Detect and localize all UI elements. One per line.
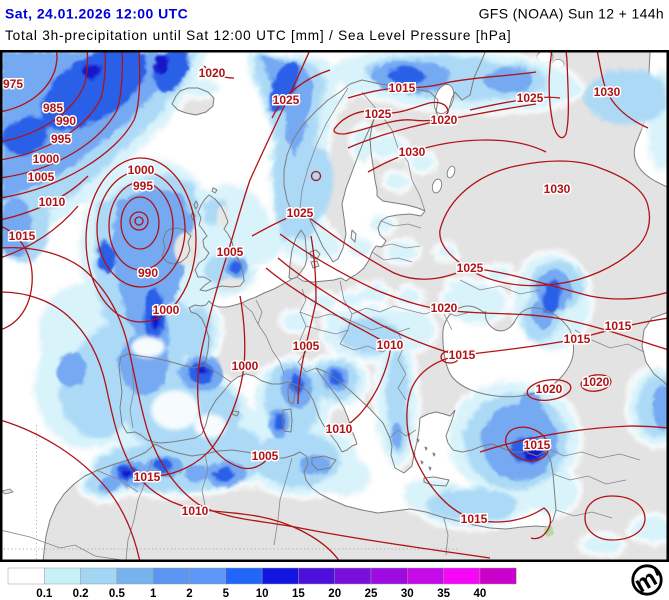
svg-text:GFS (NOAA) Sun 12 + 144h: GFS (NOAA) Sun 12 + 144h xyxy=(479,6,664,22)
svg-text:1010: 1010 xyxy=(39,195,66,209)
svg-text:0.2: 0.2 xyxy=(73,588,89,600)
svg-text:985: 985 xyxy=(43,101,63,115)
svg-text:1010: 1010 xyxy=(326,422,353,436)
svg-text:1015: 1015 xyxy=(389,81,416,95)
svg-text:25: 25 xyxy=(365,588,378,600)
svg-text:1015: 1015 xyxy=(524,438,551,452)
svg-text:1020: 1020 xyxy=(431,113,458,127)
svg-text:1010: 1010 xyxy=(182,504,209,518)
svg-text:1000: 1000 xyxy=(232,359,259,373)
svg-text:1030: 1030 xyxy=(594,85,621,99)
svg-text:1025: 1025 xyxy=(457,261,484,275)
svg-text:975: 975 xyxy=(3,77,23,91)
svg-text:1020: 1020 xyxy=(431,301,458,315)
svg-text:15: 15 xyxy=(292,588,305,600)
svg-text:1015: 1015 xyxy=(564,332,591,346)
svg-text:1030: 1030 xyxy=(544,182,571,196)
svg-text:1005: 1005 xyxy=(28,170,55,184)
svg-text:990: 990 xyxy=(56,114,76,128)
svg-text:1005: 1005 xyxy=(293,339,320,353)
svg-text:1015: 1015 xyxy=(461,512,488,526)
svg-text:1000: 1000 xyxy=(153,303,180,317)
svg-text:995: 995 xyxy=(51,132,71,146)
svg-text:Total 3h-precipitation until S: Total 3h-precipitation until Sat 12:00 U… xyxy=(5,28,512,43)
svg-text:1025: 1025 xyxy=(365,107,392,121)
svg-text:1030: 1030 xyxy=(399,145,426,159)
svg-text:1005: 1005 xyxy=(252,449,279,463)
svg-text:0.1: 0.1 xyxy=(36,588,53,600)
svg-text:40: 40 xyxy=(474,588,487,600)
svg-text:1015: 1015 xyxy=(449,348,476,362)
svg-text:1015: 1015 xyxy=(605,319,632,333)
svg-text:5: 5 xyxy=(223,588,230,600)
svg-text:2: 2 xyxy=(186,588,192,600)
svg-text:1000: 1000 xyxy=(128,163,155,177)
svg-text:10: 10 xyxy=(256,588,269,600)
svg-text:1015: 1015 xyxy=(134,470,161,484)
svg-text:1020: 1020 xyxy=(583,375,610,389)
svg-text:1025: 1025 xyxy=(273,93,300,107)
svg-text:1000: 1000 xyxy=(33,152,60,166)
svg-text:990: 990 xyxy=(138,266,158,280)
svg-text:1025: 1025 xyxy=(287,206,314,220)
svg-text:1010: 1010 xyxy=(377,338,404,352)
svg-text:1025: 1025 xyxy=(517,91,544,105)
svg-text:995: 995 xyxy=(133,179,153,193)
svg-text:1: 1 xyxy=(150,588,157,600)
svg-text:Sat, 24.01.2026 12:00 UTC: Sat, 24.01.2026 12:00 UTC xyxy=(5,6,188,22)
svg-text:20: 20 xyxy=(328,588,341,600)
svg-text:30: 30 xyxy=(401,588,414,600)
svg-text:1020: 1020 xyxy=(199,66,226,80)
svg-text:1020: 1020 xyxy=(536,382,563,396)
svg-text:1015: 1015 xyxy=(9,229,36,243)
svg-text:0.5: 0.5 xyxy=(109,588,126,600)
svg-text:1005: 1005 xyxy=(217,245,244,259)
svg-text:35: 35 xyxy=(437,588,450,600)
